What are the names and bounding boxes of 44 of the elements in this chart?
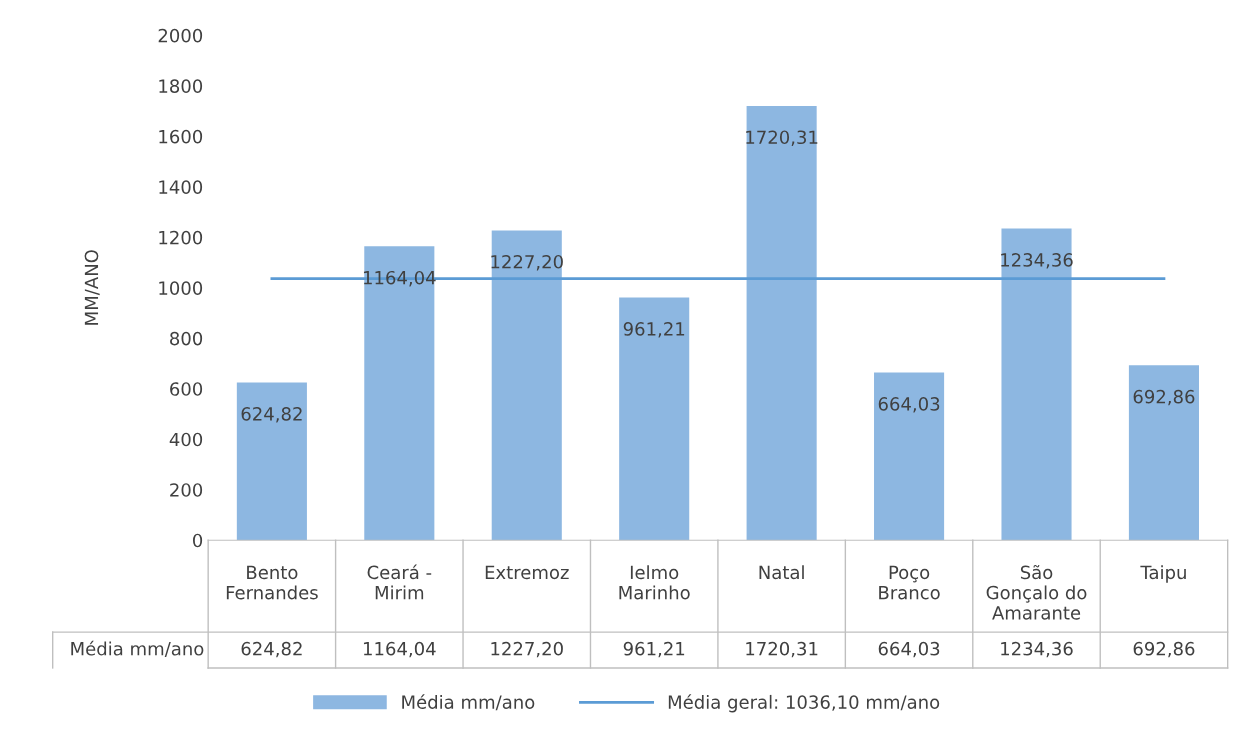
y-tick-label: 1600	[159, 129, 203, 144]
data-label: 664,03	[878, 641, 940, 658]
bar	[236, 382, 307, 541]
x-tick-label: Ceará - Mirim	[367, 564, 432, 600]
bar	[491, 230, 562, 541]
text: 1164,04	[363, 270, 436, 287]
y-tick-label: 1200	[159, 230, 203, 245]
y-tick-label: 400	[169, 432, 203, 447]
y-tick-label: 800	[170, 331, 203, 346]
y-tick-label: 1000	[159, 281, 203, 295]
x-tick-label: Taipu	[1140, 565, 1186, 583]
legend-label: Média mm/ano	[402, 694, 535, 711]
bar	[619, 297, 690, 541]
y-tick-label: 1800	[159, 79, 203, 93]
legend-label: Média geral: 1036,10 mm/ano	[668, 694, 940, 713]
text: 692,86	[1133, 389, 1195, 406]
y-tick-label: 600	[170, 382, 203, 396]
bar	[364, 246, 435, 541]
x-tick-label: Bento Fernandes	[226, 565, 318, 600]
x-tick-label: Poço Branco	[879, 565, 940, 600]
y-axis-title: MM/ANO	[84, 250, 100, 325]
bar	[874, 372, 945, 541]
x-tick-label: Extremoz	[485, 565, 569, 580]
data-label: 624,82	[241, 641, 302, 658]
text: 664,03	[878, 397, 940, 413]
y-tick-label: 200	[170, 483, 203, 497]
data-label: 1227,20	[491, 641, 563, 658]
data-label: 1164,04	[363, 641, 436, 658]
bar	[746, 105, 817, 541]
text: Média mm/ano	[71, 640, 204, 657]
x-tick-label: São Gonçalo do Amarante	[986, 564, 1087, 620]
y-tick-label: 0	[193, 533, 203, 548]
data-label: 1720,31	[746, 641, 818, 658]
y-tick-label: 2000	[158, 28, 203, 43]
data-label: 961,21	[623, 641, 685, 658]
data-label: 692,86	[1133, 641, 1195, 658]
text: 624,82	[241, 407, 302, 423]
data-label: 1234,36	[1001, 641, 1073, 658]
x-tick-label: Ielmo Marinho	[619, 565, 690, 600]
text: 961,21	[623, 322, 685, 338]
bar	[1001, 228, 1072, 541]
x-tick-label: Natal	[759, 565, 804, 580]
bar	[1128, 365, 1199, 541]
y-tick-label: 1400	[159, 180, 203, 194]
